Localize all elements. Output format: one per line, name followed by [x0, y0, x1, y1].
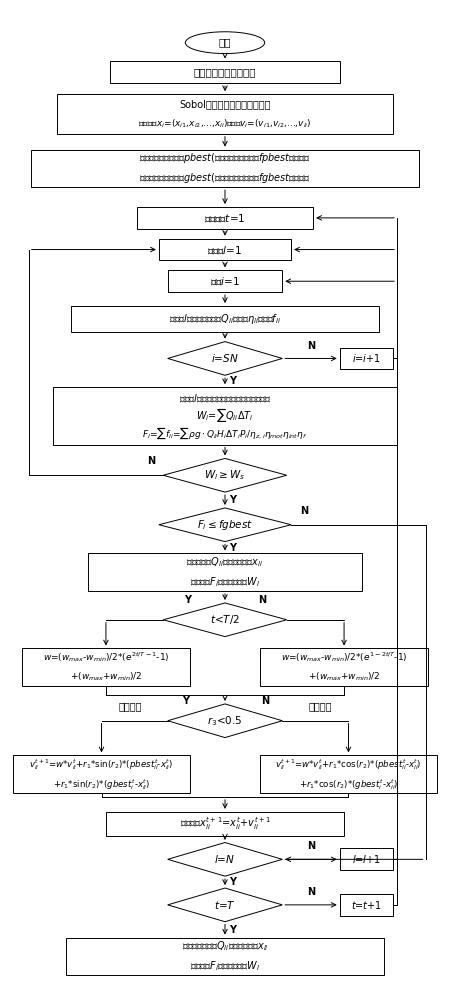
- Text: $F_l$=$\sum f_{li}$=$\sum\rho g\cdot Q_{li}H_i\Delta T_iP_i/\eta_{z,i}\eta_{mot}: $F_l$=$\sum f_{li}$=$\sum\rho g\cdot Q_{…: [142, 426, 308, 441]
- Text: Y: Y: [230, 495, 236, 505]
- Bar: [53, 387, 397, 445]
- Text: $r_3$<0.5: $r_3$<0.5: [207, 714, 243, 728]
- Text: $W_l$=$\sum Q_{li}\Delta T_i$: $W_l$=$\sum Q_{li}\Delta T_i$: [196, 406, 254, 424]
- Text: $l$=$l$+1: $l$=$l$+1: [351, 853, 381, 865]
- Bar: [168, 270, 282, 292]
- Text: +$r_1$*sin($r_2$)*($gbest_i^t$-$x_{li}^t$): +$r_1$*sin($r_2$)*($gbest_i^t$-$x_{li}^t…: [53, 777, 150, 792]
- Text: 输出各时段流量$Q_{li}$、各时段转速$x_{li}$: 输出各时段流量$Q_{li}$、各时段转速$x_{li}$: [182, 940, 268, 953]
- Text: $i$=$i$+1: $i$=$i$+1: [351, 352, 381, 364]
- Text: Y: Y: [182, 696, 189, 706]
- Text: 初始化种群最佳位置$gbest$(转速）、最佳适应度$fgbest$（费用）: 初始化种群最佳位置$gbest$(转速）、最佳适应度$fgbest$（费用）: [140, 171, 310, 185]
- Bar: [340, 894, 392, 916]
- Text: $t$=$T$: $t$=$T$: [214, 899, 236, 911]
- Bar: [88, 553, 362, 591]
- Text: 余弦因子: 余弦因子: [308, 701, 332, 711]
- Bar: [58, 94, 392, 134]
- Bar: [340, 848, 392, 870]
- Text: 时段$i$=1: 时段$i$=1: [210, 275, 240, 287]
- Text: N: N: [307, 887, 315, 897]
- Text: 变量、数组说明、赋值: 变量、数组说明、赋值: [194, 67, 256, 77]
- Text: Y: Y: [230, 877, 236, 887]
- Text: Y: Y: [230, 543, 236, 553]
- Text: N: N: [307, 841, 315, 851]
- Text: 最小费用$F_l$、相应提水量$W_l$: 最小费用$F_l$、相应提水量$W_l$: [190, 575, 260, 589]
- Text: 更新位置$x_{li}^{t+1}$=$x_{li}^t$+$v_{li}^{t+1}$: 更新位置$x_{li}^{t+1}$=$x_{li}^t$+$v_{li}^{t…: [180, 815, 270, 832]
- Text: 迭代次数$t$=1: 迭代次数$t$=1: [204, 212, 246, 224]
- Text: $F_l$$\leq$$fgbest$: $F_l$$\leq$$fgbest$: [197, 518, 253, 532]
- Text: $t$=$t$+1: $t$=$t$+1: [351, 899, 382, 911]
- Text: $v_{li}^{t+1}$=$w$*$v_{li}^t$+$r_1$*sin($r_2$)*($pbest_{li}^t$-$x_{li}^t$): $v_{li}^{t+1}$=$w$*$v_{li}^t$+$r_1$*sin(…: [29, 757, 174, 772]
- Text: $w$=($w_{max}$-$w_{min}$)/2*($e^{1-2t/T}$-1): $w$=($w_{max}$-$w_{min}$)/2*($e^{1-2t/T}…: [281, 650, 407, 664]
- Text: 粒子位置$x_i$=($x_{i1}$,$x_{i2}$,...,$x_{li}$)、速度$v_i$=($v_{i1}$,$v_{i2}$,...,$v_{li: 粒子位置$x_i$=($x_{i1}$,$x_{i2}$,...,$x_{li}…: [138, 118, 312, 130]
- Text: 各时段流量$Q_{li}$、各时段转速$x_{li}$: 各时段流量$Q_{li}$、各时段转速$x_{li}$: [186, 555, 264, 569]
- Bar: [106, 812, 344, 836]
- Text: 计算第$l$个粒子时段流量$Q_{li}$、效率$\eta_{li}$、费用$f_{li}$: 计算第$l$个粒子时段流量$Q_{li}$、效率$\eta_{li}$、费用$f…: [169, 312, 281, 326]
- Text: 正弦因子: 正弦因子: [118, 701, 142, 711]
- Bar: [71, 306, 379, 332]
- Text: +($w_{max}$+$w_{min}$)/2: +($w_{max}$+$w_{min}$)/2: [70, 671, 142, 683]
- Text: Y: Y: [230, 376, 236, 386]
- Text: 初始化个体最佳位置$pbest$(转速）、最佳适应度$fpbest$（费用）: 初始化个体最佳位置$pbest$(转速）、最佳适应度$fpbest$（费用）: [140, 151, 310, 165]
- Text: N: N: [261, 696, 269, 706]
- Text: 最小费用$F_l$、相应提水量$W_l$: 最小费用$F_l$、相应提水量$W_l$: [190, 959, 260, 973]
- Bar: [260, 755, 436, 793]
- Bar: [110, 61, 340, 83]
- Bar: [22, 648, 190, 686]
- Text: $t$<$T$/2: $t$<$T$/2: [210, 613, 240, 626]
- Text: $v_{li}^{t+1}$=$w$*$v_{li}^t$+$r_1$*cos($r_2$)*($pbest_{li}^t$-$x_{li}^t$): $v_{li}^{t+1}$=$w$*$v_{li}^t$+$r_1$*cos(…: [275, 757, 422, 772]
- Bar: [159, 239, 291, 260]
- Bar: [260, 648, 428, 686]
- Text: $l$=$N$: $l$=$N$: [215, 853, 235, 865]
- Bar: [66, 938, 384, 975]
- Text: Sobol序列初始化种群（转速）: Sobol序列初始化种群（转速）: [179, 99, 271, 109]
- Text: N: N: [258, 595, 266, 605]
- Text: 粒子数$l$=1: 粒子数$l$=1: [207, 244, 243, 256]
- Bar: [137, 207, 313, 229]
- Text: +($w_{max}$+$w_{min}$)/2: +($w_{max}$+$w_{min}$)/2: [308, 671, 380, 683]
- Bar: [31, 150, 419, 187]
- Bar: [14, 755, 190, 793]
- Text: N: N: [147, 456, 155, 466]
- Text: 计算第$l$个粒子所有时段提水量及相应费用: 计算第$l$个粒子所有时段提水量及相应费用: [179, 392, 271, 404]
- Text: Y: Y: [184, 595, 191, 605]
- Text: $i$=$SN$: $i$=$SN$: [211, 352, 239, 364]
- Text: N: N: [300, 506, 308, 516]
- Text: +$r_1$*cos($r_2$)*($gbest_i^t$-$x_{li}^t$): +$r_1$*cos($r_2$)*($gbest_i^t$-$x_{li}^t…: [299, 777, 398, 792]
- Text: N: N: [307, 341, 315, 351]
- Text: $W_l$$\geq$$W_s$: $W_l$$\geq$$W_s$: [204, 468, 246, 482]
- Text: Y: Y: [230, 925, 236, 935]
- Text: 开始: 开始: [219, 38, 231, 48]
- Text: $w$=($w_{max}$-$w_{min}$)/2*($e^{2t/T-1}$-1): $w$=($w_{max}$-$w_{min}$)/2*($e^{2t/T-1}…: [43, 650, 169, 664]
- Bar: [340, 348, 392, 369]
